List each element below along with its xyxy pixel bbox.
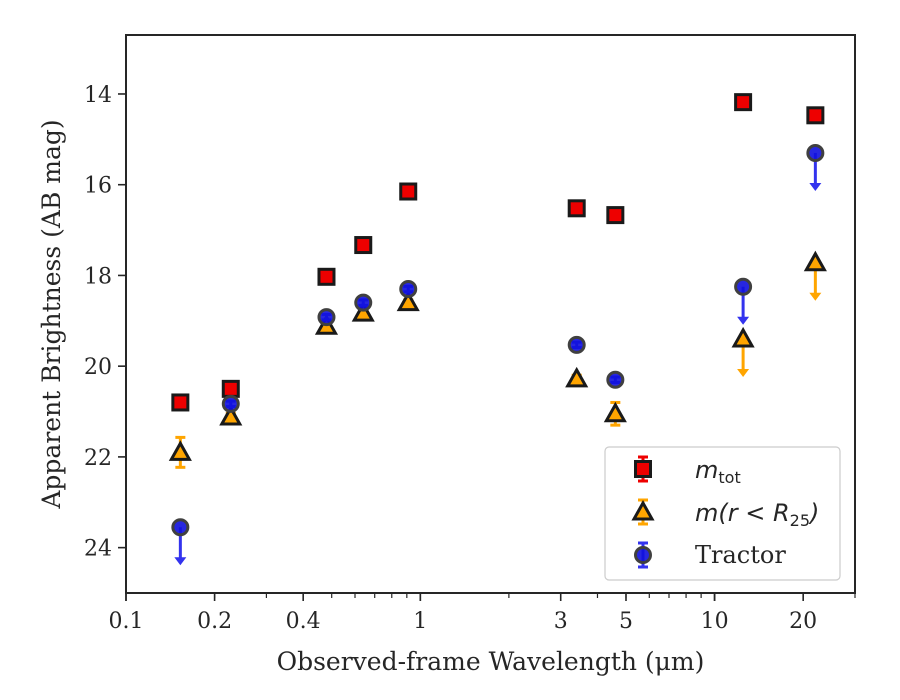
upper-limit-arrow	[809, 292, 822, 301]
data-point-square	[171, 393, 190, 412]
legend-marker-circle	[634, 546, 652, 564]
y-tick-label: 18	[84, 264, 112, 289]
data-point-square	[806, 106, 825, 125]
data-point-square	[317, 267, 336, 286]
data-point-triangle	[603, 401, 627, 423]
data-point-circle	[606, 370, 625, 389]
legend-label: m(r < R25)	[695, 499, 819, 530]
data-point-circle	[806, 143, 825, 162]
data-point-square	[734, 93, 753, 112]
data-point-circle	[354, 293, 373, 312]
x-tick-label: 0.4	[286, 609, 321, 634]
y-tick-label: 14	[84, 83, 112, 108]
data-point-triangle	[396, 290, 420, 312]
data-point-square	[354, 236, 373, 255]
y-tick-label: 20	[84, 355, 112, 380]
x-axis-label: Observed-frame Wavelength (μm)	[277, 647, 705, 676]
data-point-triangle	[565, 366, 589, 388]
upper-limit-arrow	[174, 557, 187, 566]
data-point-circle	[567, 335, 586, 354]
plot-frame	[125, 34, 856, 594]
data-point-square	[399, 182, 418, 201]
x-tick-label: 20	[789, 609, 817, 634]
legend-label: Tractor	[695, 541, 786, 569]
x-tick-label: 10	[701, 609, 729, 634]
y-tick-label: 16	[84, 174, 112, 199]
data-point-triangle	[351, 301, 375, 322]
y-tick-label: 24	[84, 537, 112, 562]
series-square	[171, 93, 825, 412]
x-tick-label: 5	[619, 609, 633, 634]
series-circle	[171, 143, 825, 566]
x-tick-label: 3	[554, 609, 568, 634]
data-marks	[168, 93, 827, 566]
upper-limit-arrow	[737, 368, 750, 377]
legend-marker-triangle	[631, 499, 655, 521]
data-point-triangle	[803, 250, 827, 272]
data-point-circle	[317, 308, 336, 327]
x-tick-label: 1	[413, 609, 427, 634]
data-point-circle	[171, 518, 190, 537]
data-point-square	[567, 199, 586, 218]
legend-marker-square	[634, 460, 652, 478]
legend: mtot m(r < R25) Tractor	[604, 446, 841, 581]
y-axis-label: Apparent Brightness (AB mag)	[37, 119, 66, 509]
data-point-triangle	[168, 440, 192, 461]
upper-limit-arrow	[737, 316, 750, 325]
axis-ticks: 0.1 0.2 0.4 1 3 5 10 20 14 16 18 20 22 24	[84, 83, 856, 634]
x-tick-label: 0.2	[197, 609, 232, 634]
legend-box	[604, 446, 841, 581]
data-point-square	[221, 379, 240, 398]
data-point-circle	[221, 394, 240, 413]
upper-limit-arrow	[809, 182, 822, 191]
data-point-circle	[734, 277, 753, 296]
x-tick-label: 0.1	[109, 609, 144, 634]
data-point-triangle	[219, 404, 243, 426]
legend-label: mtot	[695, 456, 741, 487]
data-point-triangle	[731, 326, 755, 348]
y-tick-label: 22	[84, 446, 112, 471]
data-point-circle	[399, 280, 418, 299]
data-point-square	[606, 206, 625, 225]
